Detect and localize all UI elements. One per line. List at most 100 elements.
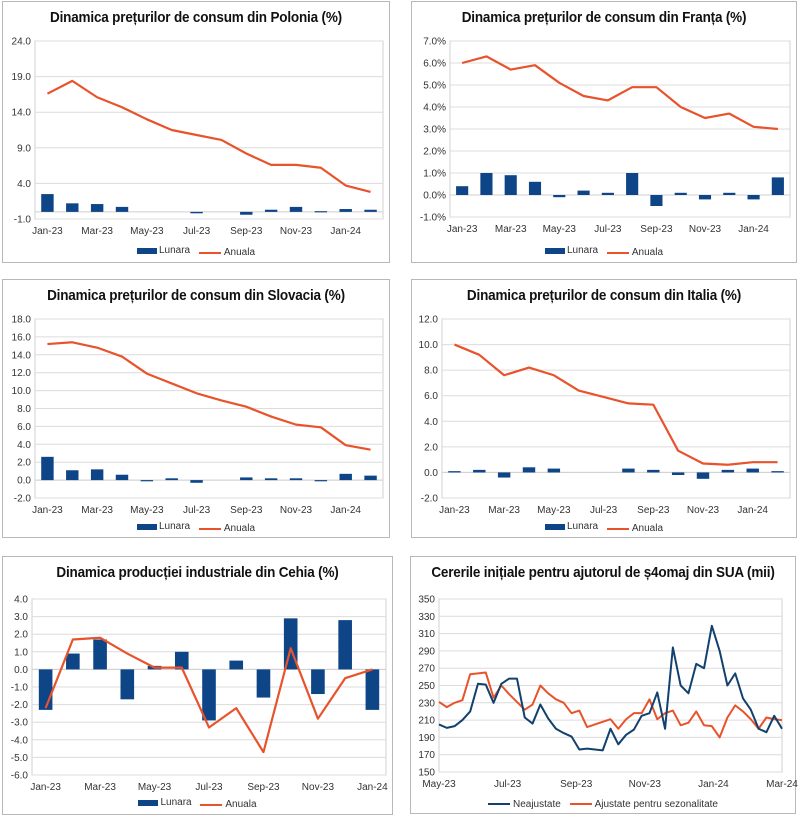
y-tick-label: 4.0	[424, 417, 438, 428]
bar-lunara	[723, 192, 736, 195]
chart-title: Dinamica prețurilor de consum din Slovac…	[47, 287, 345, 304]
legend-item-anuala: Anuala	[198, 247, 255, 258]
bar-lunara	[522, 467, 536, 473]
legend-swatch-line	[569, 803, 592, 805]
bar-lunara	[647, 469, 660, 473]
legend-item-lunara: Lunara	[544, 245, 598, 256]
x-tick-label: Jan-23	[439, 505, 470, 516]
bar-lunara	[577, 190, 590, 195]
bar-lunara	[240, 211, 253, 215]
y-tick-label: -1.0	[14, 215, 32, 226]
bar-lunara	[747, 195, 760, 200]
bar-lunara	[66, 203, 79, 212]
bar-lunara	[696, 472, 710, 479]
legend-swatch-line	[487, 803, 510, 805]
y-tick-label: 24.0	[12, 37, 32, 48]
x-tick-label: Jan-23	[447, 224, 478, 235]
bar-lunara	[339, 209, 352, 212]
bar-lunara	[41, 456, 54, 481]
x-tick-label: Sep-23	[637, 505, 670, 516]
x-tick-label: Jul-23	[183, 226, 211, 237]
y-tick-label: 4.0%	[423, 103, 446, 114]
bar-lunara	[456, 186, 469, 195]
y-tick-label: 0.0	[14, 665, 28, 676]
bar-lunara	[202, 669, 216, 721]
y-tick-label: 14.0	[12, 350, 32, 361]
x-tick-label: Nov-23	[687, 505, 720, 516]
legend-item-lunara: Lunara	[544, 521, 598, 532]
x-tick-label: Jan-24	[737, 505, 768, 516]
chart-polonia: -1.0 4.0 9.0 14.0 19.0 24.0 Jan-23 Mar-23 May-23…	[12, 37, 384, 237]
y-tick-label: 1.0	[14, 647, 28, 658]
x-tick-label: Mar-23	[84, 782, 116, 793]
y-tick-label: 7.0%	[423, 37, 446, 48]
x-tick-label: Jan-24	[698, 779, 729, 790]
bar-lunara	[229, 660, 244, 670]
y-tick-label: -1.0%	[420, 213, 446, 224]
chart-cehia: -6.0 -5.0 -4.0 -3.0 -2.0 -1.0 0.0 1.0 2.0 3.0 4.0 J…	[11, 595, 388, 794]
y-tick-label: -2.0	[14, 494, 32, 505]
legend-label-neajustate: Neajustate	[512, 798, 561, 810]
line-anuala	[46, 79, 371, 194]
y-tick-label: 8.0	[424, 366, 438, 377]
y-tick-label: 1.0%	[423, 169, 446, 180]
bar-lunara	[622, 468, 635, 473]
y-tick-label: -5.0	[11, 753, 29, 764]
legend-item-neajustate: Neajustate	[487, 798, 561, 810]
bar-lunara	[115, 206, 129, 212]
bar-lunara	[115, 474, 129, 481]
x-tick-label: Mar-23	[81, 226, 113, 237]
chart-title: Dinamica prețurilor de consum din Franța…	[461, 9, 747, 26]
chart-legend: Lunara Anuala	[3, 797, 392, 810]
bar-lunara	[480, 173, 493, 195]
chart-panel-polonia: Dinamica prețurilor de consum din Poloni…	[2, 1, 390, 263]
x-tick-label: Jul-23	[183, 505, 211, 516]
legend-item-ajustate: Ajustate pentru sezonalitate	[569, 799, 718, 810]
bar-lunara	[190, 480, 203, 483]
y-tick-label: 270	[418, 664, 435, 675]
chart-title: Dinamica producției industriale din Cehi…	[56, 564, 339, 581]
bar-lunara	[66, 653, 80, 670]
x-tick-label: Jan-24	[330, 505, 361, 516]
y-tick-label: 6.0%	[423, 59, 446, 70]
x-tick-label: Mar-23	[488, 505, 520, 516]
y-tick-label: 230	[418, 698, 435, 709]
legend-item-lunara: Lunara	[138, 797, 192, 808]
x-tick-label: May-23	[138, 782, 172, 793]
y-tick-label: 2.0	[424, 442, 438, 453]
bar-lunara	[190, 211, 203, 214]
x-tick-label: Nov-23	[302, 782, 335, 793]
legend-swatch-bar	[544, 523, 565, 530]
chart-panel-italia: Dinamica prețurilor de consum din Italia…	[411, 279, 797, 538]
bar-lunara	[264, 209, 278, 212]
legend-swatch-line	[606, 251, 629, 254]
chart-slovacia: -2.0 0.0 2.0 4.0 6.0 8.0 10.0 12.0 14.0 16.0 18.0 J…	[12, 315, 384, 516]
legend-item-anuala: Anuala	[198, 523, 255, 534]
y-tick-label: -2.0	[421, 494, 439, 505]
line-anuala	[454, 343, 778, 466]
legend-swatch-line	[198, 527, 221, 530]
x-tick-label: Jan-24	[738, 224, 769, 235]
bar-lunara	[671, 472, 685, 475]
y-tick-label: 330	[418, 612, 435, 623]
plot-area	[34, 40, 384, 220]
y-tick-label: 290	[418, 646, 435, 657]
x-tick-label: Mar-24	[766, 779, 798, 790]
bar-lunara	[240, 477, 253, 481]
chart-legend: Lunara Anuala	[3, 521, 389, 534]
chart-title: Dinamica prețurilor de consum din Poloni…	[50, 9, 342, 26]
y-tick-label: -2.0	[11, 700, 29, 711]
y-tick-label: 0.0	[424, 468, 438, 479]
y-tick-label: 12.0	[12, 368, 32, 379]
x-tick-label: Jul-23	[590, 505, 618, 516]
legend-item-anuala: Anuala	[606, 523, 663, 534]
y-tick-label: 0.0	[17, 476, 31, 487]
chart-legend: Lunara Anuala	[412, 521, 796, 534]
chart-title: Dinamica prețurilor de consum din Italia…	[466, 287, 742, 304]
y-tick-label: 210	[418, 716, 435, 727]
bar-lunara	[120, 669, 135, 700]
y-tick-label: 310	[418, 629, 435, 640]
x-tick-label: Jul-23	[195, 782, 223, 793]
chart-legend: Neajustate Ajustate pentru sezonalitate	[411, 797, 795, 810]
line-anuala	[461, 55, 778, 131]
